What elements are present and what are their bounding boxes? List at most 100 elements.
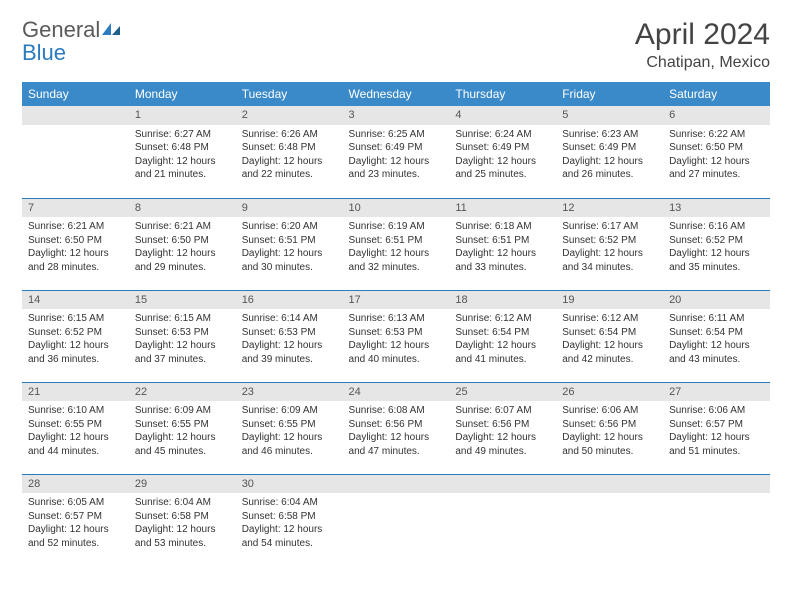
- daylight-line: Daylight: 12 hours and 33 minutes.: [455, 247, 550, 274]
- calendar-cell: 25Sunrise: 6:07 AMSunset: 6:56 PMDayligh…: [449, 382, 556, 474]
- sunset-line: Sunset: 6:54 PM: [669, 326, 764, 340]
- day-number: 29: [129, 475, 236, 494]
- day-number: 8: [129, 199, 236, 218]
- daylight-line: Daylight: 12 hours and 27 minutes.: [669, 155, 764, 182]
- day-number: 27: [663, 383, 770, 402]
- daylight-line: Daylight: 12 hours and 47 minutes.: [349, 431, 444, 458]
- brand-part1: General: [22, 17, 100, 42]
- daylight-line: Daylight: 12 hours and 21 minutes.: [135, 155, 230, 182]
- sunset-line: Sunset: 6:55 PM: [242, 418, 337, 432]
- day-details: Sunrise: 6:25 AMSunset: 6:49 PMDaylight:…: [343, 125, 450, 186]
- day-details: Sunrise: 6:06 AMSunset: 6:56 PMDaylight:…: [556, 401, 663, 462]
- daylight-line: Daylight: 12 hours and 41 minutes.: [455, 339, 550, 366]
- daylight-line: Daylight: 12 hours and 54 minutes.: [242, 523, 337, 550]
- day-details: Sunrise: 6:12 AMSunset: 6:54 PMDaylight:…: [556, 309, 663, 370]
- calendar-row: 1Sunrise: 6:27 AMSunset: 6:48 PMDaylight…: [22, 106, 770, 198]
- sunset-line: Sunset: 6:49 PM: [455, 141, 550, 155]
- day-details: Sunrise: 6:21 AMSunset: 6:50 PMDaylight:…: [129, 217, 236, 278]
- daylight-line: Daylight: 12 hours and 44 minutes.: [28, 431, 123, 458]
- daylight-line: Daylight: 12 hours and 53 minutes.: [135, 523, 230, 550]
- weekday-header: Friday: [556, 82, 663, 106]
- daylight-line: Daylight: 12 hours and 52 minutes.: [28, 523, 123, 550]
- calendar-cell: 29 Sunrise: 6:04 AMSunset: 6:58 PMDayligh…: [129, 474, 236, 566]
- sunset-line: Sunset: 6:51 PM: [455, 234, 550, 248]
- sunset-line: Sunset: 6:53 PM: [242, 326, 337, 340]
- calendar-table: Sunday Monday Tuesday Wednesday Thursday…: [22, 82, 770, 566]
- sunrise-line: Sunrise: 6:18 AM: [455, 220, 550, 234]
- sunrise-line: Sunrise: 6:26 AM: [242, 128, 337, 142]
- sunset-line: Sunset: 6:50 PM: [669, 141, 764, 155]
- calendar-cell: 22Sunrise: 6:09 AMSunset: 6:55 PMDayligh…: [129, 382, 236, 474]
- day-number-empty: [663, 475, 770, 494]
- calendar-body: 1Sunrise: 6:27 AMSunset: 6:48 PMDaylight…: [22, 106, 770, 566]
- sunset-line: Sunset: 6:51 PM: [349, 234, 444, 248]
- daylight-line: Daylight: 12 hours and 42 minutes.: [562, 339, 657, 366]
- location: Chatipan, Mexico: [635, 54, 770, 72]
- calendar-cell: 3Sunrise: 6:25 AMSunset: 6:49 PMDaylight…: [343, 106, 450, 198]
- sunset-line: Sunset: 6:58 PM: [242, 510, 337, 524]
- sunrise-line: Sunrise: 6:08 AM: [349, 404, 444, 418]
- sunrise-line: Sunrise: 6:20 AM: [242, 220, 337, 234]
- day-number: 7: [22, 199, 129, 218]
- calendar-cell: 26Sunrise: 6:06 AMSunset: 6:56 PMDayligh…: [556, 382, 663, 474]
- calendar-cell: [22, 106, 129, 198]
- day-number-empty: [556, 475, 663, 494]
- day-number: 22: [129, 383, 236, 402]
- day-number: 26: [556, 383, 663, 402]
- day-details: Sunrise: 6:05 AMSunset: 6:57 PMDaylight:…: [22, 493, 129, 554]
- daylight-line: Daylight: 12 hours and 46 minutes.: [242, 431, 337, 458]
- weekday-header: Thursday: [449, 82, 556, 106]
- weekday-header: Saturday: [663, 82, 770, 106]
- sunset-line: Sunset: 6:51 PM: [242, 234, 337, 248]
- sunset-line: Sunset: 6:56 PM: [455, 418, 550, 432]
- day-details: Sunrise: 6:15 AMSunset: 6:53 PMDaylight:…: [129, 309, 236, 370]
- day-details: Sunrise: 6:21 AMSunset: 6:50 PMDaylight:…: [22, 217, 129, 278]
- weekday-header: Tuesday: [236, 82, 343, 106]
- daylight-line: Daylight: 12 hours and 40 minutes.: [349, 339, 444, 366]
- sunrise-line: Sunrise: 6:09 AM: [242, 404, 337, 418]
- sunset-line: Sunset: 6:52 PM: [562, 234, 657, 248]
- sunset-line: Sunset: 6:56 PM: [349, 418, 444, 432]
- calendar-cell: 13Sunrise: 6:16 AMSunset: 6:52 PMDayligh…: [663, 198, 770, 290]
- daylight-line: Daylight: 12 hours and 50 minutes.: [562, 431, 657, 458]
- sunset-line: Sunset: 6:48 PM: [242, 141, 337, 155]
- calendar-cell: 1Sunrise: 6:27 AMSunset: 6:48 PMDaylight…: [129, 106, 236, 198]
- calendar-cell: 12Sunrise: 6:17 AMSunset: 6:52 PMDayligh…: [556, 198, 663, 290]
- calendar-cell: 27Sunrise: 6:06 AMSunset: 6:57 PMDayligh…: [663, 382, 770, 474]
- day-details: Sunrise: 6:08 AMSunset: 6:56 PMDaylight:…: [343, 401, 450, 462]
- day-number: 13: [663, 199, 770, 218]
- sunrise-line: Sunrise: 6:12 AM: [455, 312, 550, 326]
- sunrise-line: Sunrise: 6:12 AM: [562, 312, 657, 326]
- calendar-cell: [449, 474, 556, 566]
- sunset-line: Sunset: 6:57 PM: [28, 510, 123, 524]
- day-details: Sunrise: 6:17 AMSunset: 6:52 PMDaylight:…: [556, 217, 663, 278]
- day-details: Sunrise: 6:14 AMSunset: 6:53 PMDaylight:…: [236, 309, 343, 370]
- day-number: 14: [22, 291, 129, 310]
- calendar-row: 28Sunrise: 6:05 AMSunset: 6:57 PMDayligh…: [22, 474, 770, 566]
- day-number: 24: [343, 383, 450, 402]
- calendar-cell: 11Sunrise: 6:18 AMSunset: 6:51 PMDayligh…: [449, 198, 556, 290]
- day-details: Sunrise: 6:06 AMSunset: 6:57 PMDaylight:…: [663, 401, 770, 462]
- day-number: 1: [129, 106, 236, 125]
- sunset-line: Sunset: 6:54 PM: [562, 326, 657, 340]
- calendar-cell: 7Sunrise: 6:21 AMSunset: 6:50 PMDaylight…: [22, 198, 129, 290]
- day-details: Sunrise: 6:04 AMSunset: 6:58 PMDaylight:…: [236, 493, 343, 554]
- daylight-line: Daylight: 12 hours and 51 minutes.: [669, 431, 764, 458]
- day-number: 9: [236, 199, 343, 218]
- day-number: 15: [129, 291, 236, 310]
- calendar-cell: 28Sunrise: 6:05 AMSunset: 6:57 PMDayligh…: [22, 474, 129, 566]
- calendar-cell: 8Sunrise: 6:21 AMSunset: 6:50 PMDaylight…: [129, 198, 236, 290]
- day-details: Sunrise: 6:09 AMSunset: 6:55 PMDaylight:…: [129, 401, 236, 462]
- day-number: 21: [22, 383, 129, 402]
- day-number-empty: [449, 475, 556, 494]
- sunrise-line: Sunrise: 6:24 AM: [455, 128, 550, 142]
- sunrise-line: Sunrise: 6:13 AM: [349, 312, 444, 326]
- sunset-line: Sunset: 6:50 PM: [135, 234, 230, 248]
- day-details: Sunrise: 6:12 AMSunset: 6:54 PMDaylight:…: [449, 309, 556, 370]
- sunrise-line: Sunrise: 6:04 AM: [135, 496, 230, 510]
- calendar-cell: 24Sunrise: 6:08 AMSunset: 6:56 PMDayligh…: [343, 382, 450, 474]
- day-number-empty: [343, 475, 450, 494]
- calendar-cell: 16Sunrise: 6:14 AMSunset: 6:53 PMDayligh…: [236, 290, 343, 382]
- sunset-line: Sunset: 6:58 PM: [135, 510, 230, 524]
- sunset-line: Sunset: 6:53 PM: [349, 326, 444, 340]
